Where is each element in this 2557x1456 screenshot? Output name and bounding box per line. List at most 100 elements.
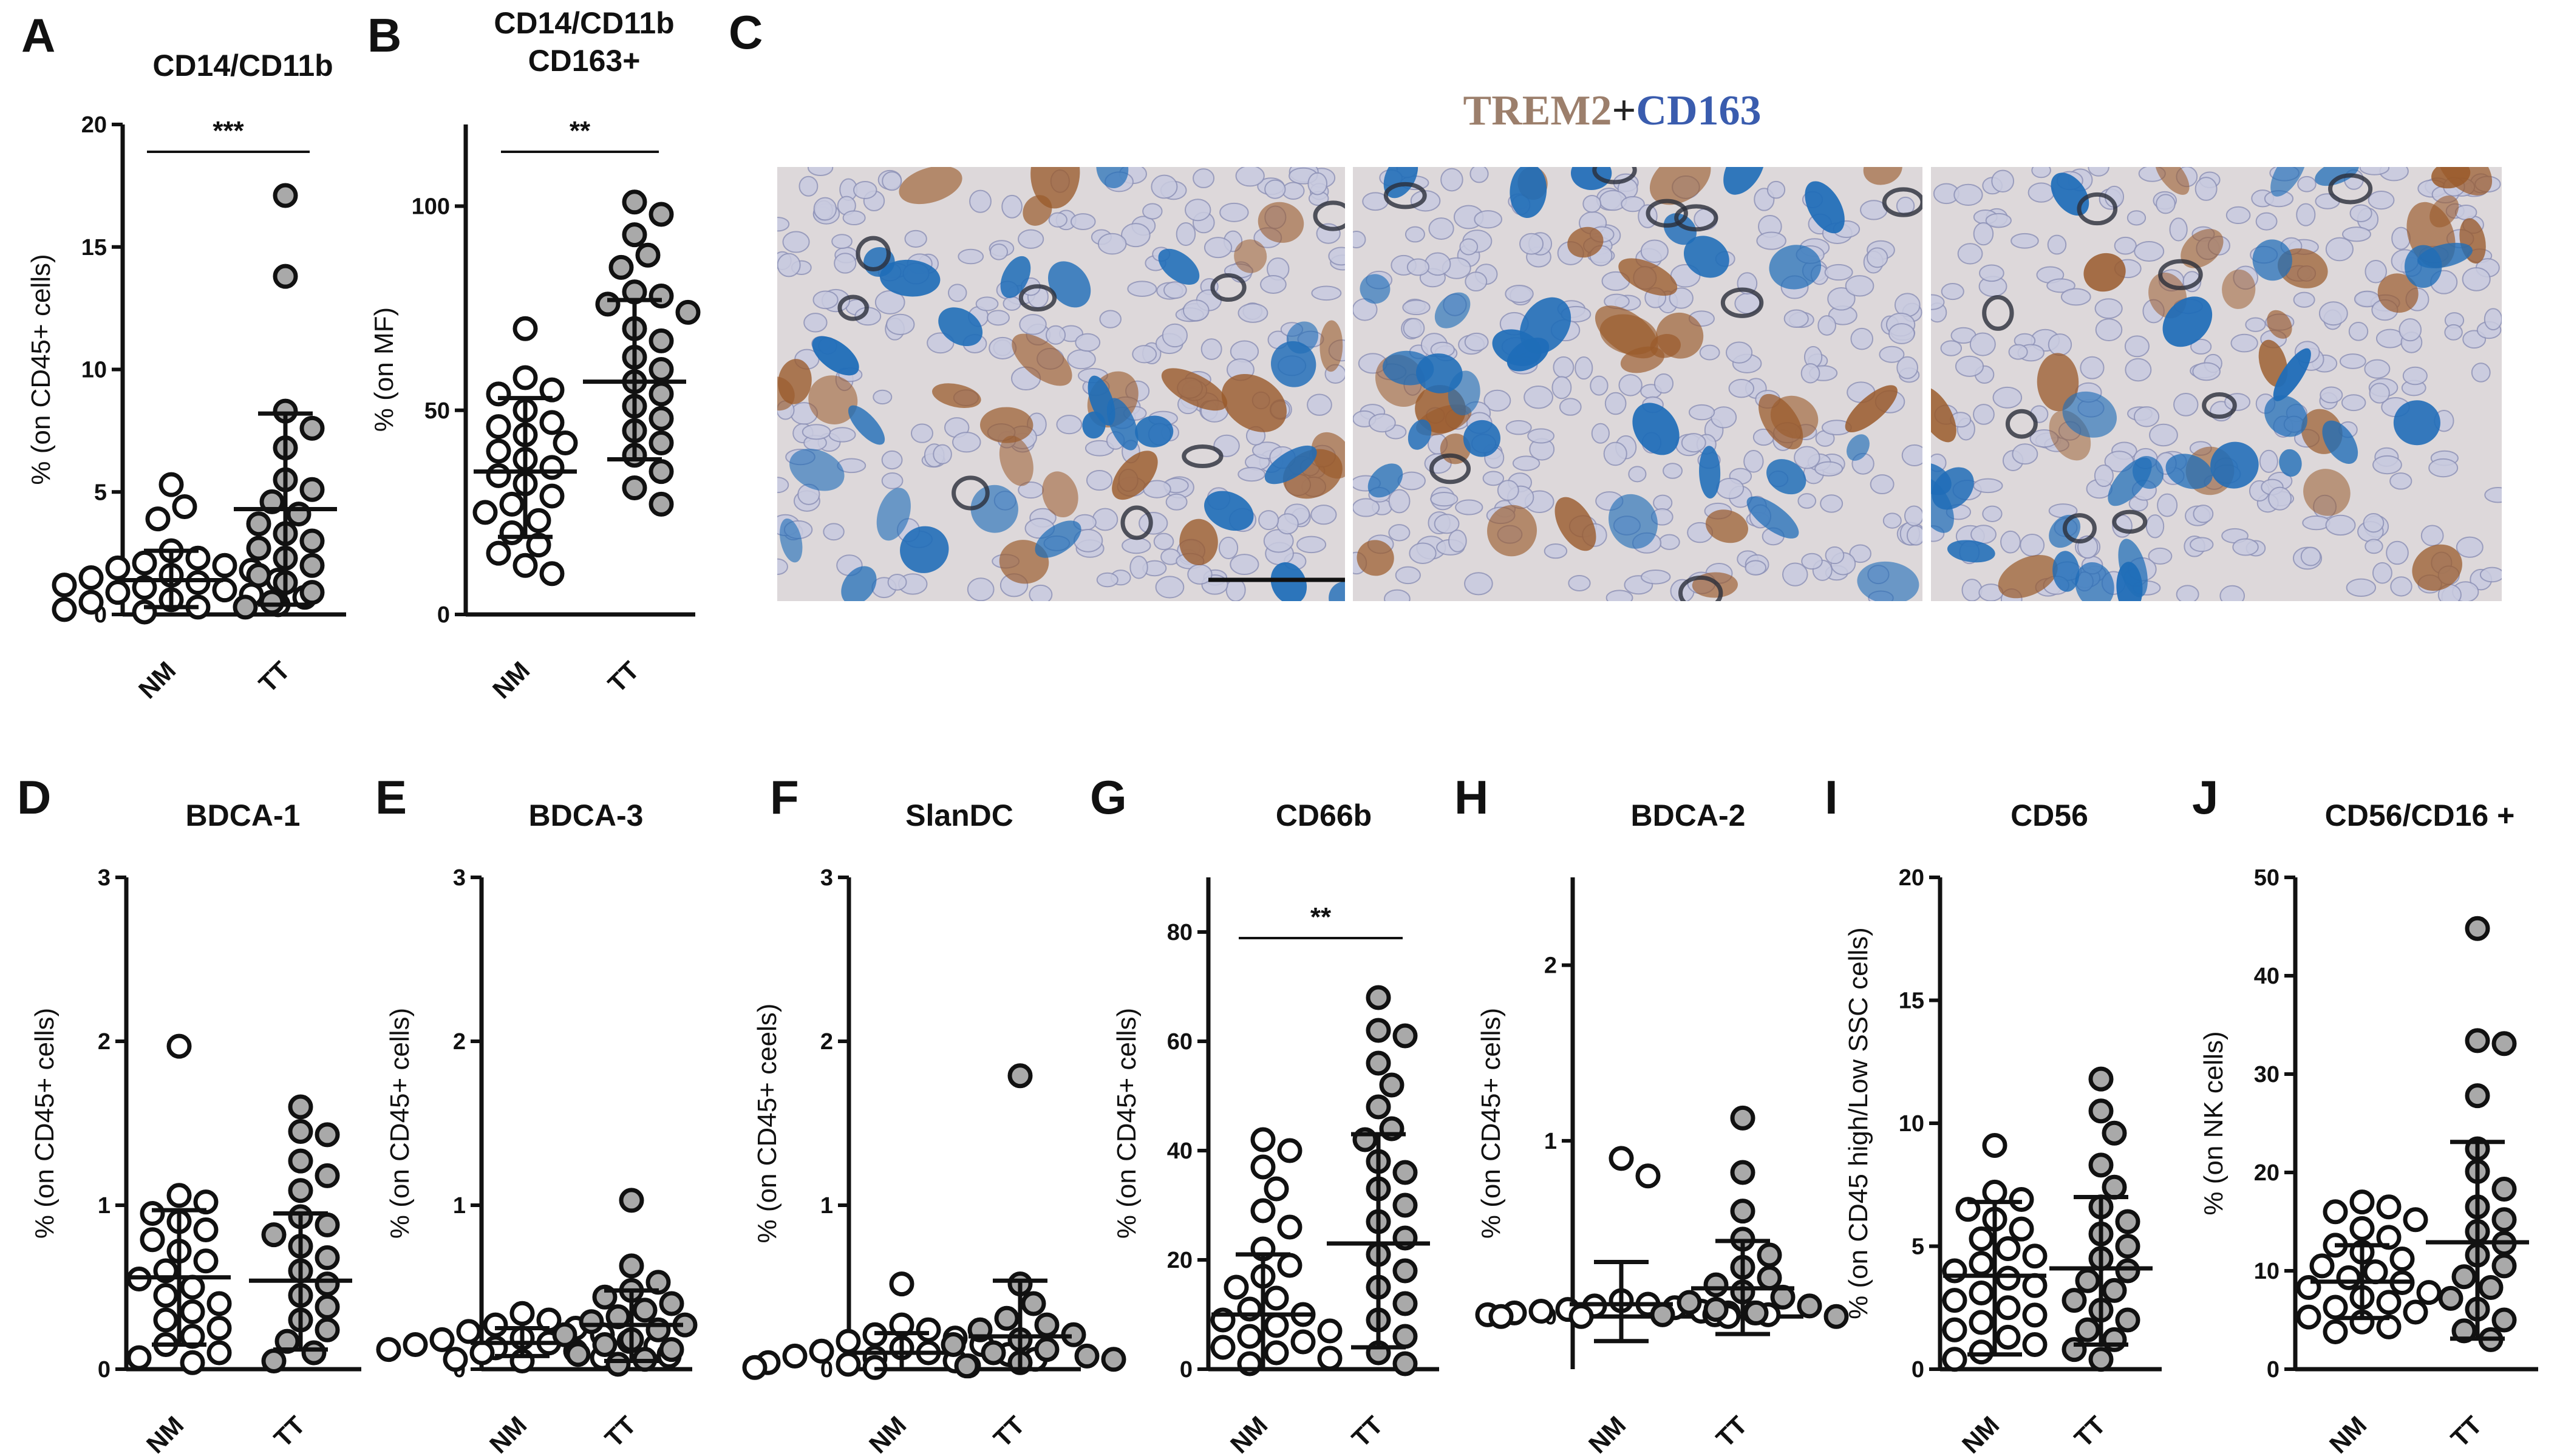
nucleus [1154, 534, 1174, 549]
data-point [651, 408, 672, 429]
chart-panel-h: HBDCA-2012% (on CD45+ cells)NMTT [1454, 771, 1847, 1456]
nucleus [1592, 424, 1609, 443]
cd163-cell [1571, 156, 1612, 190]
y-tick-label: 1 [453, 1193, 466, 1219]
ihc-panel-1 [753, 137, 1366, 620]
nucleus [2009, 345, 2028, 359]
x-category-label: NM [863, 1410, 911, 1456]
nucleus [1205, 237, 1231, 257]
data-point [302, 555, 322, 576]
data-point [405, 1335, 426, 1355]
nucleus [1568, 576, 1590, 591]
data-point [1732, 1107, 1753, 1128]
nucleus [2349, 322, 2368, 341]
nucleus [1641, 240, 1668, 262]
nucleus [1528, 429, 1554, 443]
y-tick-label: 0 [98, 1357, 111, 1383]
data-point [542, 412, 562, 433]
data-point [214, 555, 235, 576]
data-point [290, 1180, 311, 1201]
nucleus [2193, 362, 2220, 380]
nucleus [1907, 526, 1925, 545]
data-point [2494, 1033, 2514, 1054]
nucleus [1507, 421, 1531, 434]
cd163-cell [2394, 400, 2440, 445]
nucleus [1259, 511, 1278, 529]
nucleus [1143, 204, 1162, 219]
data-point [661, 1293, 682, 1314]
y-tick-label: 1 [820, 1193, 833, 1219]
data-point [2494, 1310, 2514, 1330]
panel-letter: E [375, 771, 407, 824]
nucleus [2125, 336, 2149, 356]
data-point [2104, 1280, 2125, 1301]
y-tick-label: 0 [1912, 1357, 1924, 1383]
nucleus [2096, 299, 2122, 318]
y-tick-label: 10 [2254, 1259, 2280, 1284]
data-point [542, 486, 562, 506]
nucleus [1660, 535, 1680, 549]
series-nm: NM [2298, 1192, 2439, 1456]
data-point [1368, 1097, 1389, 1117]
nucleus [948, 284, 966, 301]
nucleus [1905, 506, 1923, 525]
data-point [1998, 1268, 2018, 1288]
nucleus [1071, 214, 1095, 230]
y-tick-label: 0 [1180, 1357, 1193, 1383]
nucleus [2096, 319, 2122, 341]
nucleus [1470, 165, 1488, 182]
data-point [317, 1124, 338, 1145]
data-point [81, 567, 101, 588]
data-point [1971, 1253, 1992, 1274]
nucleus [1020, 315, 1046, 335]
panel-letter: D [17, 771, 51, 824]
nucleus [1973, 479, 2002, 492]
y-tick-label: 0 [2267, 1357, 2280, 1383]
nucleus [1956, 356, 1983, 376]
x-category-label: NM [487, 656, 535, 704]
series-tt: TT [1652, 1107, 1847, 1452]
data-point [1368, 1053, 1389, 1073]
data-point [996, 1308, 1017, 1328]
data-point [1759, 1245, 1780, 1265]
data-point [568, 1344, 588, 1365]
nucleus [1794, 446, 1819, 468]
nucleus [990, 244, 1007, 260]
x-category-label: NM [1956, 1410, 2004, 1456]
nucleus [933, 445, 952, 464]
x-category-label: TT [2069, 1410, 2111, 1453]
nucleus [1560, 398, 1581, 415]
data-point [542, 563, 562, 584]
nucleus [958, 250, 983, 264]
data-point [2352, 1192, 2372, 1213]
data-point [275, 266, 296, 287]
nucleus [1132, 345, 1156, 362]
data-point [2480, 1277, 2501, 1298]
data-point [608, 1354, 628, 1375]
y-tick-label: 80 [1167, 920, 1193, 945]
nucleus [905, 231, 926, 247]
nucleus [2386, 542, 2408, 564]
y-axis-label: % (on CD45+ cells) [30, 1008, 60, 1239]
data-point [1037, 1315, 1057, 1335]
nucleus [970, 191, 991, 213]
data-point [488, 465, 509, 486]
nucleus [2029, 183, 2054, 202]
nucleus [1619, 375, 1641, 395]
data-point [290, 1121, 311, 1142]
y-tick-label: 0 [437, 602, 450, 628]
nucleus [2080, 357, 2103, 379]
data-point [1293, 1332, 1313, 1352]
chart-title: BDCA-2 [1631, 798, 1746, 832]
nucleus [2422, 526, 2443, 546]
nucleus [1429, 218, 1453, 239]
y-axis-label: % (on MF) [369, 307, 399, 432]
nucleus [888, 574, 907, 590]
data-point [488, 543, 509, 563]
nucleus [1726, 342, 1752, 363]
y-tick-label: 3 [453, 865, 466, 891]
x-category-label: NM [484, 1410, 532, 1456]
nucleus [1122, 538, 1150, 553]
data-point [2024, 1335, 2045, 1355]
data-point [248, 538, 269, 559]
